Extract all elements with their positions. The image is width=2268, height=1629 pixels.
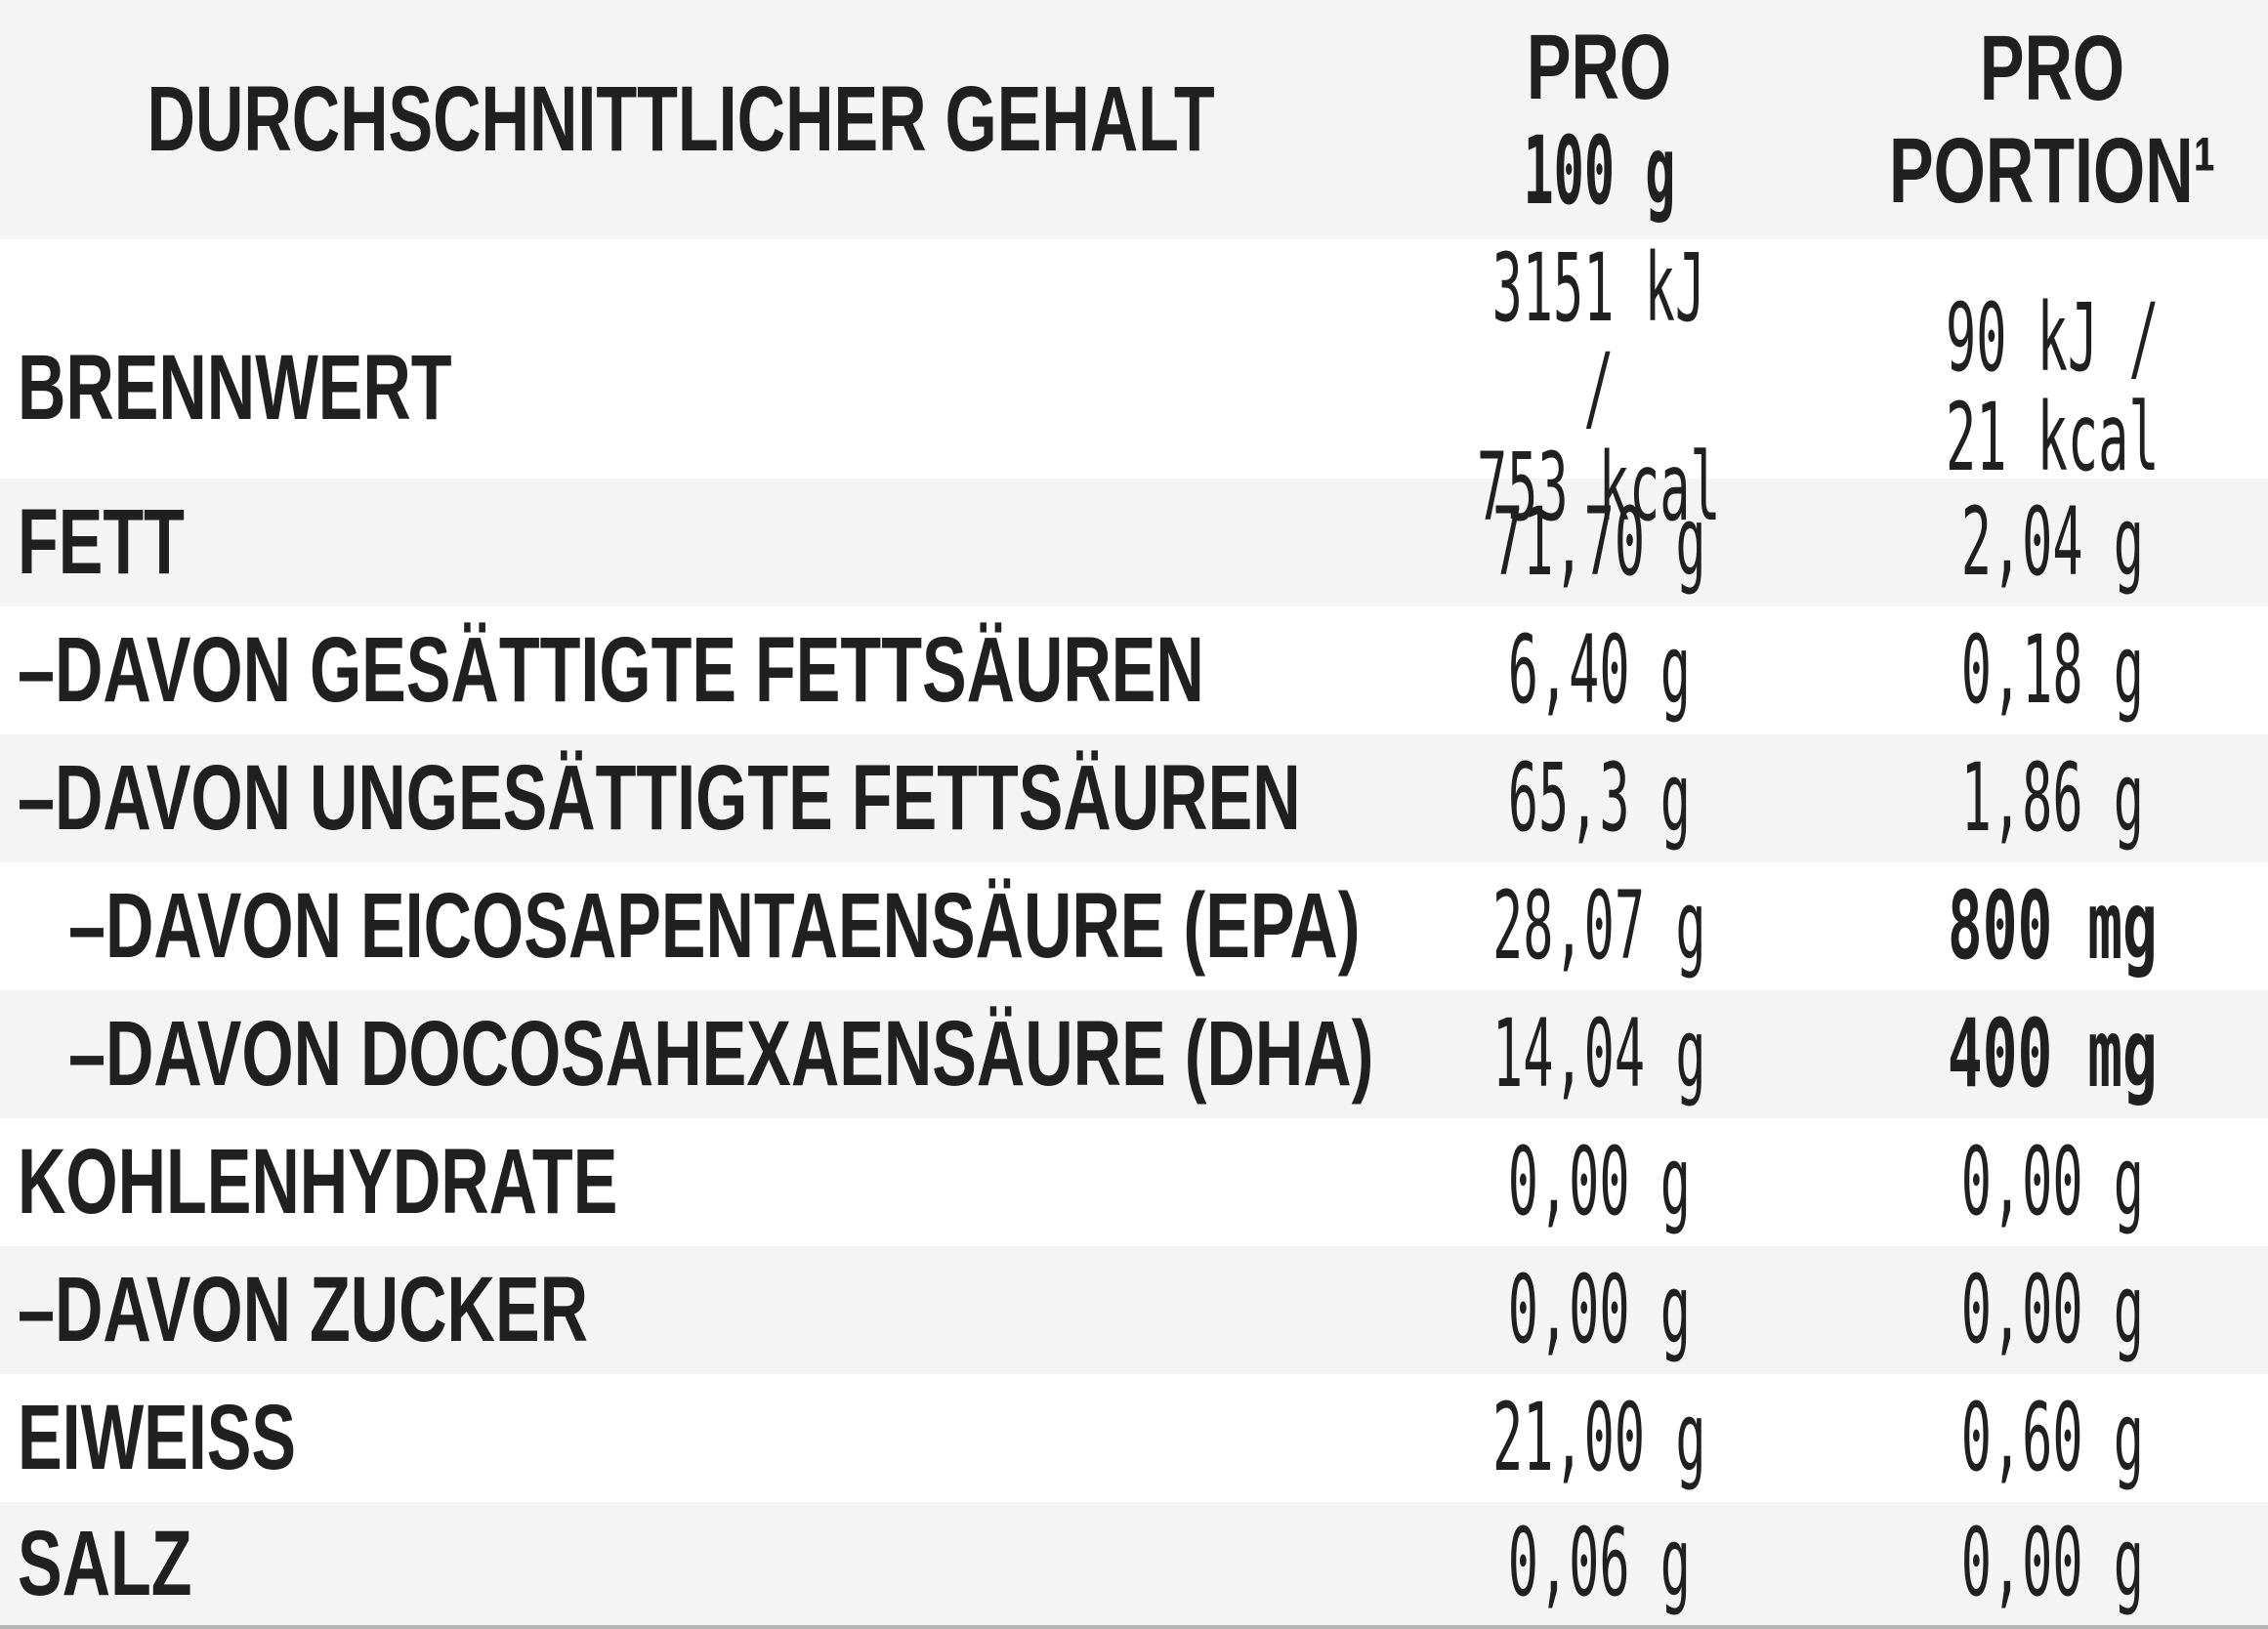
- nutrient-label: –DAVON ZUCKER: [18, 1258, 588, 1361]
- nutrient-label: SALZ: [18, 1511, 192, 1615]
- per-100g-value: 0,00 g: [1507, 1126, 1691, 1236]
- per-100g-cell: 0,00 g: [1361, 1126, 1837, 1236]
- per-100g-cell: 14,04 g: [1361, 998, 1837, 1108]
- header-cell-per-100g: PRO 100 g: [1361, 16, 1837, 226]
- per-100g-value: 14,04 g: [1491, 998, 1706, 1108]
- nutrient-cell: –DAVON UNGESÄTTIGTE FETTSÄUREN: [0, 752, 1361, 845]
- column-header-per-portion-line1: PRO: [1980, 16, 2125, 120]
- table-row-fett: FETT 71,70 g 2,04 g: [0, 479, 2268, 606]
- nutrient-label: BRENNWERT: [18, 336, 452, 440]
- per-portion-value: 2,04 g: [1960, 486, 2145, 597]
- header-cell-per-portion: PRO PORTION¹: [1837, 21, 2268, 218]
- nutrient-label: FETT: [18, 490, 185, 594]
- per-100g-cell: 28,07 g: [1361, 870, 1837, 981]
- per-portion-cell: 0,00 g: [1837, 1254, 2268, 1364]
- per-portion-cell: 90 kJ / 21 kcal: [1837, 282, 2268, 492]
- table-row-epa: –DAVON EICOSAPENTAENSÄURE (EPA) 28,07 g …: [0, 862, 2268, 990]
- table-row-ungesaettigte-fettsaeuren: –DAVON UNGESÄTTIGTE FETTSÄUREN 65,3 g 1,…: [0, 734, 2268, 862]
- nutrient-cell: –DAVON ZUCKER: [0, 1264, 1361, 1357]
- per-portion-cell: 0,18 g: [1837, 614, 2268, 725]
- nutrient-cell: BRENNWERT: [0, 342, 1361, 435]
- column-header-per-100g-line2: 100 g: [1522, 116, 1676, 226]
- per-portion-cell: 800 mg: [1837, 870, 2268, 981]
- per-portion-value: 1,86 g: [1960, 742, 2145, 853]
- nutrient-cell: SALZ: [0, 1511, 1361, 1615]
- per-portion-value: 0,00 g: [1960, 1508, 2145, 1618]
- nutrient-cell: EIWEISS: [0, 1392, 1361, 1484]
- per-100g-header-stack: PRO 100 g: [1458, 16, 1741, 226]
- per-100g-cell: 21,00 g: [1361, 1382, 1837, 1492]
- nutrient-label: –DAVON DOCOSAHEXAENSÄURE (DHA): [68, 1002, 1374, 1106]
- nutrient-cell: –DAVON DOCOSAHEXAENSÄURE (DHA): [0, 1008, 1373, 1101]
- nutrient-label: KOHLENHYDRATE: [18, 1130, 618, 1233]
- per-portion-header-stack: PRO PORTION¹: [1826, 16, 2268, 223]
- table-row-salz: SALZ 0,06 g 0,00 g: [0, 1502, 2268, 1625]
- nutrient-cell: FETT: [0, 496, 1361, 589]
- per-portion-cell: 1,86 g: [1837, 742, 2268, 853]
- per-100g-cell: 3151 kJ / 753 kcal: [1361, 233, 1837, 542]
- per-100g-value: 28,07 g: [1491, 870, 1706, 981]
- column-header-per-100g-line1: PRO: [1526, 16, 1672, 119]
- per-100g-value: 3151 kJ / 753 kcal: [1477, 233, 1721, 542]
- per-portion-cell: 0,00 g: [1837, 1126, 2268, 1236]
- column-header-nutrient: DURCHSCHNITTLICHER GEHALT: [147, 67, 1215, 171]
- per-100g-cell: 0,00 g: [1361, 1254, 1837, 1364]
- nutrient-cell: –DAVON GESÄTTIGTE FETTSÄUREN: [0, 624, 1361, 717]
- column-header-per-portion-line2: PORTION¹: [1889, 118, 2216, 223]
- nutrient-cell: KOHLENHYDRATE: [0, 1136, 1361, 1229]
- per-portion-cell: 400 mg: [1837, 998, 2268, 1108]
- table-row-kohlenhydrate: KOHLENHYDRATE 0,00 g 0,00 g: [0, 1118, 2268, 1246]
- per-portion-value: 400 mg: [1947, 998, 2158, 1108]
- nutrient-cell: –DAVON EICOSAPENTAENSÄURE (EPA): [0, 880, 1361, 973]
- per-100g-cell: 65,3 g: [1361, 742, 1837, 853]
- per-portion-cell: 2,04 g: [1837, 486, 2268, 597]
- per-100g-cell: 6,40 g: [1361, 614, 1837, 725]
- per-100g-value: 65,3 g: [1507, 742, 1691, 853]
- per-portion-cell: 0,60 g: [1837, 1382, 2268, 1492]
- per-100g-cell: 71,70 g: [1361, 486, 1837, 597]
- table-row-gesaettigte-fettsaeuren: –DAVON GESÄTTIGTE FETTSÄUREN 6,40 g 0,18…: [0, 606, 2268, 734]
- nutrient-label: –DAVON GESÄTTIGTE FETTSÄUREN: [18, 618, 1204, 722]
- table-bottom-rule: [0, 1625, 2268, 1629]
- nutrient-label: EIWEISS: [18, 1386, 297, 1489]
- table-row-brennwert: BRENNWERT 3151 kJ / 753 kcal 90 kJ / 21 …: [0, 238, 2268, 536]
- header-cell-nutrient: DURCHSCHNITTLICHER GEHALT: [0, 73, 1361, 166]
- per-portion-value: 0,00 g: [1960, 1254, 2145, 1364]
- per-100g-value: 21,00 g: [1491, 1382, 1706, 1492]
- nutrient-label: –DAVON UNGESÄTTIGTE FETTSÄUREN: [18, 746, 1301, 850]
- per-portion-value: 0,18 g: [1960, 614, 2145, 725]
- per-portion-value: 0,00 g: [1960, 1126, 2145, 1236]
- table-row-eiweiss: EIWEISS 21,00 g 0,60 g: [0, 1374, 2268, 1502]
- per-100g-value: 0,06 g: [1507, 1508, 1691, 1618]
- per-100g-cell: 0,06 g: [1361, 1508, 1837, 1618]
- per-100g-value: 71,70 g: [1491, 486, 1706, 597]
- table-row-dha: –DAVON DOCOSAHEXAENSÄURE (DHA) 14,04 g 4…: [0, 990, 2268, 1118]
- per-portion-value: 800 mg: [1947, 870, 2158, 981]
- per-portion-cell: 0,00 g: [1837, 1508, 2268, 1618]
- header-row: DURCHSCHNITTLICHER GEHALT PRO 100 g PRO …: [0, 0, 2268, 239]
- table-row-zucker: –DAVON ZUCKER 0,00 g 0,00 g: [0, 1246, 2268, 1374]
- per-100g-value: 0,00 g: [1507, 1254, 1691, 1364]
- per-portion-value: 90 kJ / 21 kcal: [1946, 282, 2160, 492]
- per-100g-value: 6,40 g: [1507, 614, 1691, 725]
- per-portion-value: 0,60 g: [1960, 1382, 2145, 1492]
- nutrient-label: –DAVON EICOSAPENTAENSÄURE (EPA): [68, 874, 1361, 978]
